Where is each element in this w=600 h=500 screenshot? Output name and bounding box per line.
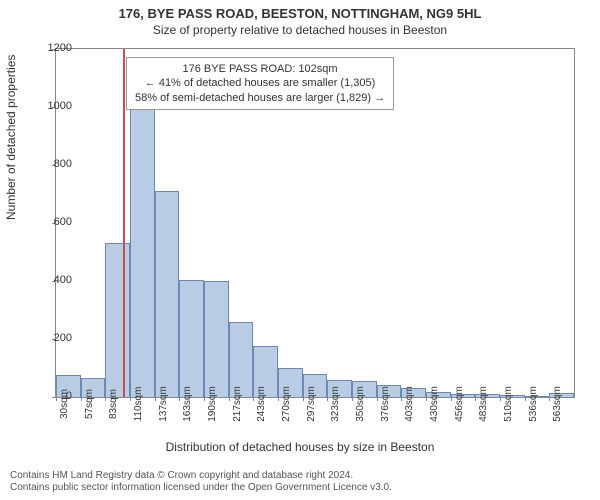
x-tick-label: 270sqm [281, 386, 292, 422]
attribution-footer: Contains HM Land Registry data © Crown c… [10, 470, 392, 494]
x-tick [426, 397, 427, 401]
x-tick-label: 30sqm [59, 389, 70, 419]
chart-title-2: Size of property relative to detached ho… [0, 21, 600, 37]
x-tick-label: 83sqm [108, 389, 119, 419]
x-tick [377, 397, 378, 401]
histogram-bar [105, 243, 130, 397]
x-tick [352, 397, 353, 401]
x-tick [105, 397, 106, 401]
x-tick [179, 397, 180, 401]
x-tick [451, 397, 452, 401]
x-axis-label: Distribution of detached houses by size … [0, 440, 600, 454]
histogram-bar [130, 85, 155, 397]
x-tick-label: 323sqm [330, 386, 341, 422]
x-tick [549, 397, 550, 401]
x-tick-label: 137sqm [158, 386, 169, 422]
x-tick [204, 397, 205, 401]
y-axis-label: Number of detached properties [4, 55, 18, 220]
x-tick-label: 536sqm [528, 386, 539, 422]
x-tick [525, 397, 526, 401]
footer-line-1: Contains HM Land Registry data © Crown c… [10, 470, 392, 482]
x-tick-label: 483sqm [478, 386, 489, 422]
x-tick-label: 350sqm [355, 386, 366, 422]
x-tick-label: 163sqm [182, 386, 193, 422]
legend-line: ← 41% of detached houses are smaller (1,… [135, 76, 385, 90]
y-tick-label: 600 [32, 216, 72, 228]
x-tick-label: 217sqm [232, 386, 243, 422]
x-tick [81, 397, 82, 401]
legend-box: 176 BYE PASS ROAD: 102sqm← 41% of detach… [126, 57, 394, 110]
histogram-bar [179, 280, 204, 397]
marker-line [123, 49, 125, 397]
y-tick-label: 800 [32, 158, 72, 170]
x-tick [278, 397, 279, 401]
x-tick [475, 397, 476, 401]
x-tick-label: 563sqm [552, 386, 563, 422]
x-tick [327, 397, 328, 401]
x-tick-label: 510sqm [503, 386, 514, 422]
x-tick-label: 243sqm [256, 386, 267, 422]
x-tick-label: 110sqm [133, 387, 144, 422]
x-tick-label: 297sqm [306, 386, 317, 422]
x-tick [303, 397, 304, 401]
x-tick-label: 190sqm [207, 386, 218, 422]
x-tick [253, 397, 254, 401]
y-tick-label: 1200 [32, 42, 72, 54]
x-tick [155, 397, 156, 401]
x-tick-label: 403sqm [404, 386, 415, 422]
plot-area: 176 BYE PASS ROAD: 102sqm← 41% of detach… [55, 48, 575, 398]
x-tick-label: 456sqm [454, 386, 465, 422]
y-tick-label: 200 [32, 332, 72, 344]
chart-container: 176, BYE PASS ROAD, BEESTON, NOTTINGHAM,… [0, 0, 600, 500]
x-tick-label: 376sqm [380, 386, 391, 422]
footer-line-2: Contains public sector information licen… [10, 482, 392, 494]
x-tick [130, 397, 131, 401]
histogram-bar [204, 281, 229, 397]
histogram-bar [155, 191, 180, 397]
x-tick-label: 430sqm [429, 386, 440, 422]
x-tick-label: 57sqm [84, 389, 95, 419]
x-tick [500, 397, 501, 401]
legend-line: 176 BYE PASS ROAD: 102sqm [135, 62, 385, 76]
legend-line: 58% of semi-detached houses are larger (… [135, 91, 385, 105]
y-tick-label: 1000 [32, 100, 72, 112]
chart-title-1: 176, BYE PASS ROAD, BEESTON, NOTTINGHAM,… [0, 0, 600, 21]
y-tick-label: 400 [32, 274, 72, 286]
x-tick [401, 397, 402, 401]
x-tick [229, 397, 230, 401]
